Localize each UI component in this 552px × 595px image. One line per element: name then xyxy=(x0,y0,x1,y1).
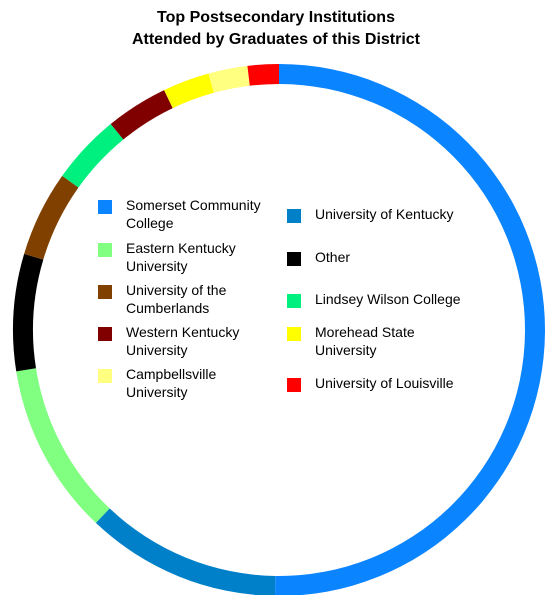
donut-slice xyxy=(95,508,276,595)
donut-slice xyxy=(208,65,250,93)
legend-item: Western Kentucky University xyxy=(98,323,266,359)
legend-item: Campbellsville University xyxy=(98,365,266,401)
legend-item: Lindsey Wilson College xyxy=(287,290,485,308)
legend-swatch xyxy=(98,200,112,214)
legend-item: Morehead State University xyxy=(287,323,465,359)
donut-slice xyxy=(13,253,44,372)
legend-swatch xyxy=(287,252,301,266)
legend-label: University of the Cumberlands xyxy=(126,282,227,316)
donut-slice xyxy=(62,123,124,188)
donut-slice xyxy=(24,175,79,260)
legend-label: University of Kentucky xyxy=(315,206,454,222)
donut-slice xyxy=(164,73,214,109)
legend-swatch xyxy=(287,327,301,341)
legend-label: Western Kentucky University xyxy=(126,324,240,358)
chart-title-line-2: Attended by Graduates of this District xyxy=(131,31,421,48)
legend-swatch xyxy=(287,209,301,223)
chart-title: Top Postsecondary Institutions Attended … xyxy=(0,7,552,51)
donut-slice xyxy=(247,64,279,86)
donut-slice xyxy=(110,90,173,140)
donut-slice xyxy=(16,368,110,523)
legend-item: Somerset Community College xyxy=(98,196,266,232)
chart-title-line-1: Top Postsecondary Institutions xyxy=(157,9,395,26)
legend-swatch xyxy=(287,294,301,308)
legend-item: University of Kentucky xyxy=(287,205,485,223)
legend-label: Morehead State University xyxy=(315,324,415,358)
legend-label: Eastern Kentucky University xyxy=(126,240,236,274)
legend-label: Campbellsville University xyxy=(126,366,217,400)
donut-ring xyxy=(13,64,545,595)
legend-swatch xyxy=(98,243,112,257)
legend-item: University of the Cumberlands xyxy=(98,281,266,317)
legend-swatch xyxy=(98,285,112,299)
legend-swatch xyxy=(98,369,112,383)
legend-item: University of Louisville xyxy=(287,374,485,392)
legend-swatch xyxy=(98,327,112,341)
legend-label: Other xyxy=(315,249,351,265)
legend-label: University of Louisville xyxy=(315,375,454,391)
legend-item: Eastern Kentucky University xyxy=(98,239,266,275)
legend-label: Lindsey Wilson College xyxy=(315,291,461,307)
legend-label: Somerset Community College xyxy=(126,197,261,231)
legend-item: Other xyxy=(287,248,485,266)
legend-swatch xyxy=(287,378,301,392)
